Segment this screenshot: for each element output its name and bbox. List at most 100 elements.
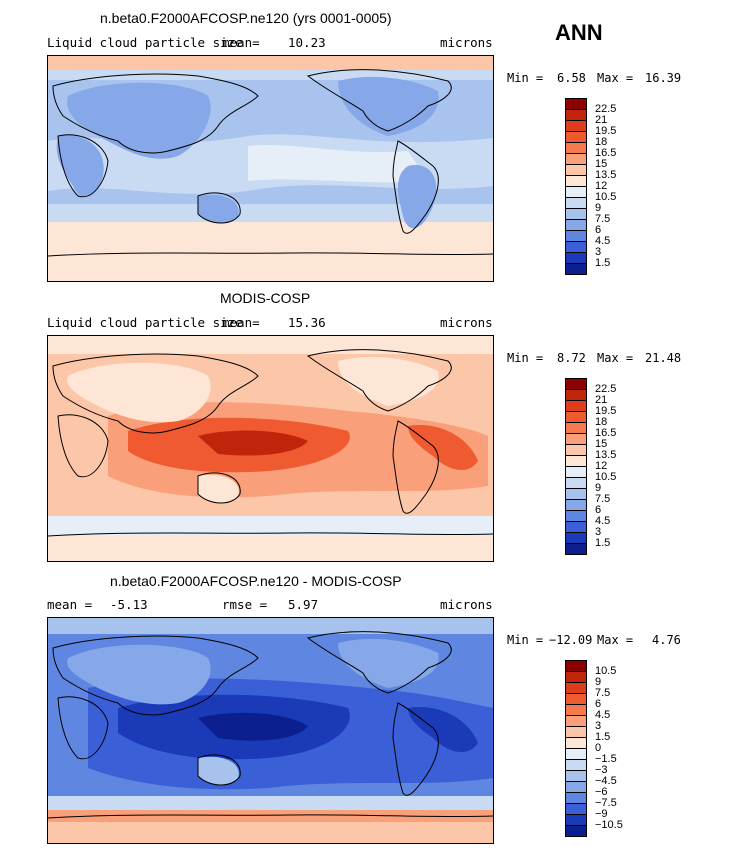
colorbar-tick-label: 10.5	[595, 665, 617, 677]
panel1-mean-label: mean=	[222, 35, 260, 50]
colorbar-tick-label: 7.5	[595, 213, 611, 225]
panel3-southern-warm-band	[48, 810, 493, 822]
panel2-max-value: 21.48	[645, 351, 682, 365]
panel3-rmse-value: 5.97	[288, 597, 319, 612]
panel1-variable-label: Liquid cloud particle size	[47, 35, 243, 50]
panel3-antarctic-band	[48, 822, 493, 843]
colorbar-tick-label: 3	[595, 246, 602, 258]
panel1-coastlines	[48, 69, 493, 257]
panel2-antarctic-band	[48, 536, 493, 561]
panel3-colorbar: 10.5 9 7.5 6 4.5 3 1.5 0 −1.5 −3 −4.5 −6 −7.5 −9 −10.5	[565, 660, 623, 837]
colorbar-tick-label: 15	[595, 438, 608, 450]
colorbar-tick-label: 9	[595, 202, 602, 214]
panel3-north-america-region	[338, 638, 439, 688]
panel2-min-label: Min =	[507, 351, 544, 365]
panel1-pacific-patch	[248, 144, 428, 183]
colorbar-swatch	[565, 543, 587, 555]
panel2-atlantic-patch	[408, 425, 478, 471]
panel3-australia-region	[198, 756, 239, 785]
panel3-coastlines	[48, 631, 493, 819]
colorbar-tick-label: 4.5	[595, 235, 611, 247]
panel2-units: microns	[440, 315, 493, 330]
panel3-max-value: 4.76	[652, 633, 681, 647]
panel2-mean-value: 15.36	[288, 315, 326, 330]
colorbar-tick-label: 16.5	[595, 147, 617, 159]
panel3-min-label: Min =	[507, 633, 544, 647]
panel1-colorbar: 22.5 21 19.5 18 16.5 15 13.5 12 10.5 9 7.5 6 4.5 3 1.5	[565, 98, 616, 275]
panel2-warm-pool-core	[198, 430, 308, 456]
colorbar-tick-label: −4.5	[595, 775, 617, 787]
colorbar-tick-label: 10.5	[595, 191, 617, 203]
colorbar-tick-label: 4.5	[595, 709, 611, 721]
panel3-mean-value: -5.13	[110, 597, 148, 612]
panel3-max-label: Max =	[597, 633, 634, 647]
panel2-map-svg	[48, 336, 493, 561]
panel1-max-label: Max =	[597, 71, 634, 85]
colorbar-tick-label: 21	[595, 114, 608, 126]
colorbar-tick-label: 15	[595, 158, 608, 170]
panel1-min-value: 6.58	[557, 71, 586, 85]
panel1-max-value: 16.39	[645, 71, 682, 85]
panel1-title: n.beta0.F2000AFCOSP.ne120 (yrs 0001-0005…	[100, 10, 392, 26]
colorbar-tick-label: 18	[595, 136, 608, 148]
panel3-warm-pool-core	[198, 712, 308, 741]
colorbar-tick-label: 6	[595, 504, 602, 516]
colorbar-tick-label: 10.5	[595, 471, 617, 483]
panel1-north-america-region	[338, 76, 439, 136]
colorbar-tick-label: 16.5	[595, 427, 617, 439]
colorbar-tick-label: 3	[595, 526, 602, 538]
panel3-min-value: −12.09	[549, 633, 593, 647]
panel2-southern-ocean-band	[48, 516, 493, 536]
colorbar-tick-label: 7.5	[595, 493, 611, 505]
colorbar-tick-label: −6	[595, 786, 608, 798]
panel3-atlantic-patch	[408, 707, 478, 753]
panel1-map	[47, 55, 494, 282]
panel3-rmse-label: rmse =	[222, 597, 268, 612]
panel2-variable-label: Liquid cloud particle size	[47, 315, 243, 330]
colorbar-swatch	[565, 825, 587, 837]
colorbar-tick-label: 9	[595, 676, 602, 688]
panel3-southern-ocean-band	[48, 796, 493, 810]
panel1-africa-region	[56, 135, 104, 197]
panel2-mean-label: mean=	[222, 315, 260, 330]
panel2-max-label: Max =	[597, 351, 634, 365]
colorbar-tick-label: −1.5	[595, 753, 617, 765]
colorbar-tick-label: −10.5	[595, 819, 623, 831]
panel1-southern-ocean-band	[48, 222, 493, 252]
panel3-units: microns	[440, 597, 493, 612]
panel3-arctic-band	[48, 618, 493, 634]
colorbar-tick-label: 22.5	[595, 103, 617, 115]
panel2-coastlines	[48, 349, 493, 537]
panel3-map	[47, 617, 494, 844]
colorbar-tick-label: 9	[595, 482, 602, 494]
colorbar-tick-label: 7.5	[595, 687, 611, 699]
panel1-mean-value: 10.23	[288, 35, 326, 50]
panel2-map	[47, 335, 494, 562]
colorbar-tick-label: 1.5	[595, 731, 611, 743]
colorbar-tick-label: 19.5	[595, 125, 617, 137]
panel2-asia-region	[67, 362, 211, 423]
colorbar-tick-label: 22.5	[595, 383, 617, 395]
season-label: ANN	[555, 20, 603, 45]
panel1-units: microns	[440, 35, 493, 50]
colorbar-tick-label: 1.5	[595, 537, 611, 549]
colorbar-tick-label: 3	[595, 720, 602, 732]
panel2-arctic-band	[48, 336, 493, 354]
panel1-min-label: Min =	[507, 71, 544, 85]
colorbar-tick-label: 6	[595, 224, 602, 236]
panel3-asia-region	[67, 644, 211, 705]
panel2-min-value: 8.72	[557, 351, 586, 365]
panel1-southern-band	[48, 204, 493, 222]
panel1-map-svg	[48, 56, 493, 281]
colorbar-tick-label: 4.5	[595, 515, 611, 527]
panel3-title: n.beta0.F2000AFCOSP.ne120 - MODIS-COSP	[110, 573, 402, 589]
colorbar-tick-label: 0	[595, 742, 602, 754]
colorbar-tick-label: −7.5	[595, 797, 617, 809]
colorbar-tick-label: 12	[595, 180, 608, 192]
panel2-australia-region	[198, 474, 239, 503]
colorbar-tick-label: 18	[595, 416, 608, 428]
colorbar-tick-label: 12	[595, 460, 608, 472]
panel1-asia-region	[67, 82, 211, 159]
colorbar-tick-label: 13.5	[595, 169, 617, 181]
colorbar-swatch	[565, 263, 587, 275]
